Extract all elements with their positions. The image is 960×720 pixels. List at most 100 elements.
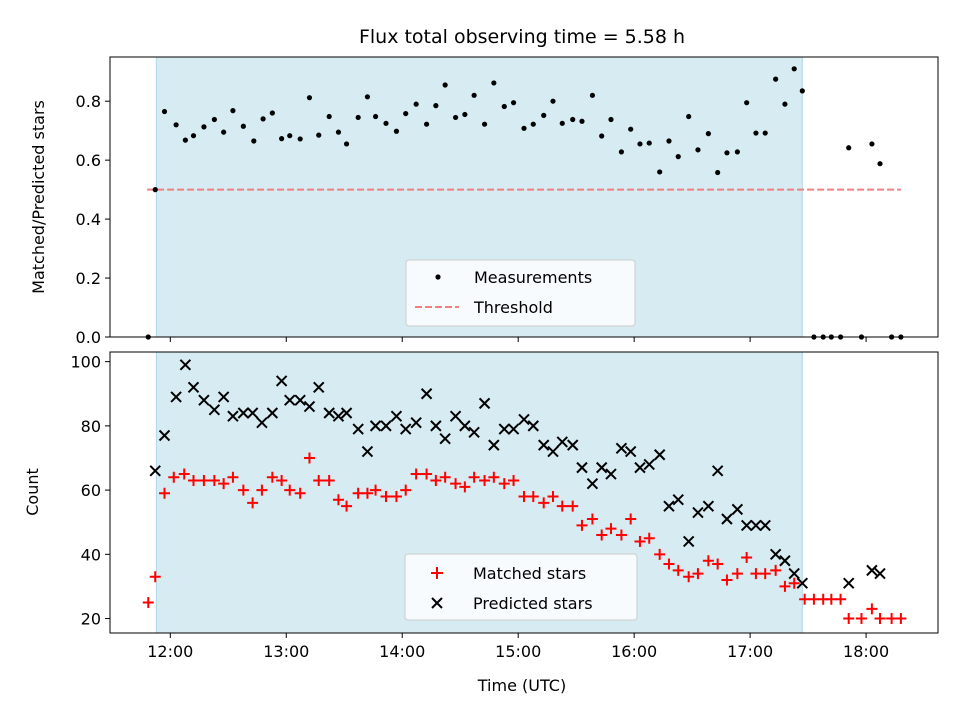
measurement-point [152, 187, 158, 193]
matched-star-point [567, 500, 579, 512]
matched-star-point [663, 558, 675, 570]
predicted-star-point [313, 381, 325, 394]
predicted-star-point [332, 410, 345, 422]
measurement-point [541, 112, 547, 118]
chart-title: Flux total observing time = 5.58 h [359, 26, 685, 48]
matched-star-point [352, 487, 364, 499]
predicted-star-point [323, 407, 335, 419]
predicted-star-point [352, 423, 364, 435]
matched-star-point [247, 497, 259, 509]
measurement-point [433, 103, 439, 109]
top-x-axis [169, 337, 867, 342]
matched-star-point [712, 558, 724, 570]
matched-star-point [370, 484, 382, 496]
measurement-point [442, 82, 448, 88]
matched-star-point [313, 474, 325, 486]
matched-star-point [459, 481, 471, 493]
matched-star-point [634, 535, 646, 547]
measurement-point [211, 116, 217, 123]
matched-star-point [332, 494, 344, 506]
matched-star-point [341, 500, 353, 512]
measurement-point [260, 116, 266, 122]
measurement-point [221, 129, 227, 135]
measurement-point [877, 161, 883, 167]
matched-star-point [895, 613, 907, 625]
measurement-point [393, 128, 400, 134]
matched-star-point [683, 571, 695, 583]
measurement-point [403, 110, 409, 117]
predicted-star-point [488, 439, 500, 451]
y-tick-label: 0.2 [76, 269, 101, 288]
matched-star-point [208, 474, 220, 486]
predicted-star-point [527, 420, 539, 432]
matched-star-point [527, 491, 539, 503]
matched-star-point [218, 478, 230, 490]
matched-star-point [323, 474, 335, 486]
matched-star-point [276, 474, 288, 486]
predicted-legend-label: Predicted stars [473, 594, 593, 613]
measurement-point [240, 123, 246, 129]
y-tick-label: 80 [81, 417, 101, 436]
measurement-point [190, 133, 197, 139]
x-tick-label: 17:00 [727, 642, 773, 661]
matched-star-point [266, 471, 278, 483]
measurement-point [686, 113, 692, 120]
bottom-panel-frame [109, 351, 939, 634]
x-tick-label: 18:00 [843, 642, 889, 661]
matched-star-point [187, 474, 199, 486]
predicted-star-point [439, 433, 451, 445]
matched-star-point [488, 471, 500, 483]
measurement-point [491, 80, 497, 86]
matched-star-point [390, 491, 402, 503]
matched-star-point [508, 474, 520, 486]
measurement-point [724, 150, 730, 156]
y-tick-label: 100 [70, 353, 101, 372]
predicted-star-point [711, 465, 724, 477]
matched-star-point [421, 468, 433, 480]
predicted-star-point [275, 375, 288, 387]
matched-star-point [866, 603, 878, 615]
measurement-point [762, 130, 768, 136]
measurement-point [608, 116, 614, 123]
predicted-star-point [576, 461, 588, 474]
measurement-point [628, 126, 634, 132]
measurement-point [335, 129, 342, 135]
predicted-star-point [390, 410, 403, 422]
matched-star-point [159, 487, 171, 499]
predicted-star-point [692, 506, 704, 519]
measurement-point [753, 130, 759, 136]
matched-star-point [410, 468, 422, 480]
matched-star-point [855, 613, 867, 625]
predicted-legend-marker [431, 597, 443, 609]
measurement-point [521, 125, 527, 131]
bottom-x-axis: 12:00 13:00 14:00 15:00 16:00 17:00 18:00 [147, 633, 889, 661]
y-tick-label: 0.6 [76, 151, 101, 170]
measurement-point [510, 100, 517, 106]
matched-star-point [518, 491, 530, 503]
matched-star-point [721, 574, 733, 586]
predicted-star-point [410, 416, 422, 429]
measurement-point [657, 169, 663, 175]
predicted-star-point [237, 407, 250, 419]
x-tick-label: 16:00 [611, 642, 657, 661]
matched-star-point [256, 484, 268, 496]
measurement-point [462, 111, 468, 118]
y-tick-label: 0.4 [76, 210, 101, 229]
measurement-point [364, 94, 371, 100]
matched-star-point [825, 593, 837, 605]
predicted-star-point [586, 477, 599, 490]
measurement-point [173, 122, 179, 128]
matched-star-point [198, 474, 210, 486]
predicted-star-point [179, 359, 192, 371]
matched-star-point [400, 484, 412, 496]
predicted-star-point [256, 416, 268, 429]
measurement-point [269, 110, 275, 116]
y-tick-label: 20 [81, 610, 101, 629]
predicted-star-point [468, 426, 480, 438]
predicted-star-point [294, 394, 306, 406]
matched-star-point [303, 452, 315, 464]
measurement-point [471, 92, 477, 98]
measurement-point [326, 113, 332, 120]
bottom-y-axis-label: Count [23, 468, 42, 516]
measurement-point [279, 136, 285, 142]
